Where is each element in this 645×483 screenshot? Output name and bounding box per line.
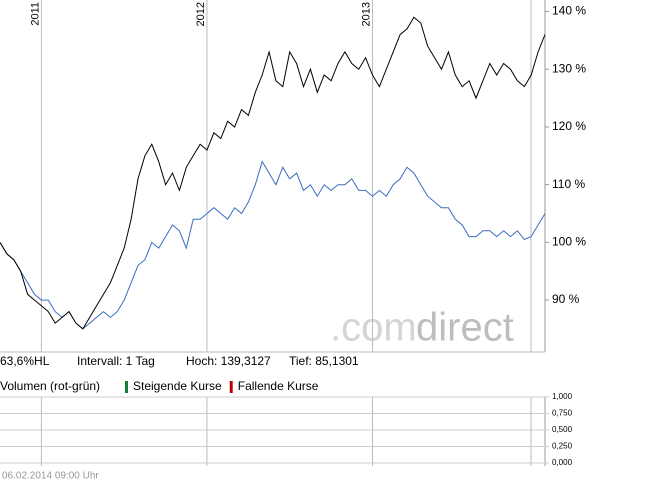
price-line <box>0 160 546 330</box>
legend-swatch <box>125 381 128 393</box>
y-tick-label: 100 % <box>552 235 586 249</box>
info: 63,6%HL <box>0 354 50 368</box>
x-tick-label: 2012 <box>195 2 207 26</box>
info: Hoch: 139,3127 <box>186 354 271 368</box>
info: Intervall: 1 Tag <box>77 354 155 368</box>
x-tick-label: 2013 <box>360 2 372 26</box>
y-tick-label: 0,250 <box>552 442 573 451</box>
legend-label: Steigende Kurse <box>133 379 222 393</box>
y-tick-label: 0,000 <box>552 458 573 467</box>
x-tick-label: 2011 <box>29 2 41 26</box>
volume-title: Volumen (rot-grün) <box>0 379 100 393</box>
watermark: direct <box>416 306 514 350</box>
y-tick-label: 0,500 <box>552 425 573 434</box>
y-tick-label: 0,750 <box>552 409 573 418</box>
info: Tief: 85,1301 <box>289 354 359 368</box>
watermark: .com <box>330 306 417 350</box>
price-line <box>0 16 546 330</box>
y-tick-label: 110 % <box>552 177 585 191</box>
y-tick-label: 130 % <box>552 61 586 75</box>
timestamp: 06.02.2014 09:00 Uhr <box>2 471 99 482</box>
legend-label: Fallende Kurse <box>238 379 319 393</box>
y-tick-label: 140 % <box>552 4 586 18</box>
legend-swatch <box>229 381 233 393</box>
y-tick-label: 1,000 <box>552 392 573 401</box>
y-tick-label: 120 % <box>552 119 586 133</box>
y-tick-label: 90 % <box>552 292 580 306</box>
